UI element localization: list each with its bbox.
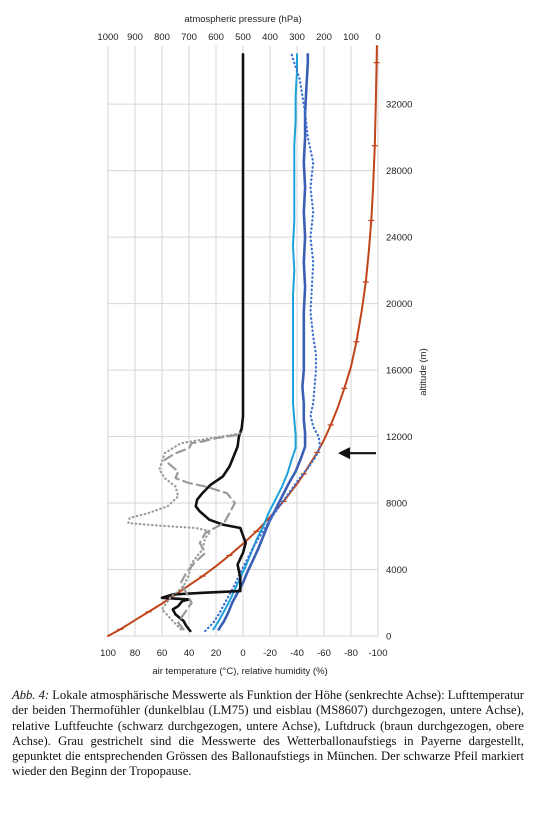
right-tick-label-4: 16000 bbox=[386, 366, 412, 377]
bottom-tick-label-7: -40 bbox=[290, 648, 304, 659]
bottom-tick-label-0: 100 bbox=[100, 648, 116, 659]
right-tick-label-7: 28000 bbox=[386, 166, 412, 177]
bottom-tick-label-4: 20 bbox=[211, 648, 222, 659]
series-line-2 bbox=[212, 53, 298, 631]
right-tick-label-1: 4000 bbox=[386, 565, 407, 576]
top-tick-label-8: 200 bbox=[316, 32, 332, 43]
series-line-3 bbox=[204, 53, 322, 633]
bottom-tick-label-3: 40 bbox=[184, 648, 195, 659]
series-line-6 bbox=[127, 432, 242, 631]
atmospheric-profile-chart: atmospheric pressure (hPa) 1000 900 800 700… bbox=[97, 14, 429, 677]
series-line-4 bbox=[160, 52, 247, 633]
right-tick-label-6: 24000 bbox=[386, 233, 412, 244]
bottom-tick-label-5: 0 bbox=[240, 648, 245, 659]
top-tick-label-2: 800 bbox=[154, 32, 170, 43]
arrow-head bbox=[338, 447, 350, 460]
bottom-axis-label: air temperature (°C), relative humidity … bbox=[152, 666, 327, 677]
figure-caption: Abb. 4: Lokale atmosphärische Messwerte … bbox=[12, 688, 524, 780]
series-line-0 bbox=[107, 45, 378, 637]
top-tick-label-1: 900 bbox=[127, 32, 143, 43]
right-tick-label-5: 20000 bbox=[386, 299, 412, 310]
top-axis-label: atmospheric pressure (hPa) bbox=[184, 14, 301, 25]
top-tick-label-6: 400 bbox=[262, 32, 278, 43]
right-axis-ticks: 0 4000 8000 12000 16000 20000 24000 28000 32000 bbox=[386, 100, 412, 643]
bottom-axis-ticks: 100 80 60 40 20 0 -20 -40 -60 -80 -100 bbox=[100, 648, 387, 659]
right-tick-label-3: 12000 bbox=[386, 432, 412, 443]
top-tick-label-9: 100 bbox=[343, 32, 359, 43]
top-axis-ticks: 1000 900 800 700 600 500 400 300 200 100 0 bbox=[97, 32, 380, 43]
bottom-tick-label-9: -80 bbox=[344, 648, 358, 659]
bottom-tick-label-8: -60 bbox=[317, 648, 331, 659]
right-tick-label-0: 0 bbox=[386, 632, 391, 643]
right-tick-label-2: 8000 bbox=[386, 499, 407, 510]
bottom-tick-label-10: -100 bbox=[368, 648, 387, 659]
right-tick-label-8: 32000 bbox=[386, 100, 412, 111]
top-tick-label-0: 1000 bbox=[97, 32, 118, 43]
top-tick-label-3: 700 bbox=[181, 32, 197, 43]
top-tick-label-10: 0 bbox=[375, 32, 380, 43]
series-group bbox=[107, 45, 380, 637]
caption-prefix: Abb. 4: bbox=[12, 688, 50, 702]
top-tick-label-5: 500 bbox=[235, 32, 251, 43]
bottom-tick-label-2: 60 bbox=[157, 648, 168, 659]
bottom-tick-label-1: 80 bbox=[130, 648, 141, 659]
top-tick-label-4: 600 bbox=[208, 32, 224, 43]
right-axis-label: altitude (m) bbox=[418, 348, 429, 396]
bottom-tick-label-6: -20 bbox=[263, 648, 277, 659]
tropopause-arrow bbox=[338, 447, 376, 460]
series-line-1 bbox=[217, 52, 310, 631]
caption-text: Lokale atmosphärische Messwerte als Funk… bbox=[12, 688, 524, 779]
top-tick-label-7: 300 bbox=[289, 32, 305, 43]
